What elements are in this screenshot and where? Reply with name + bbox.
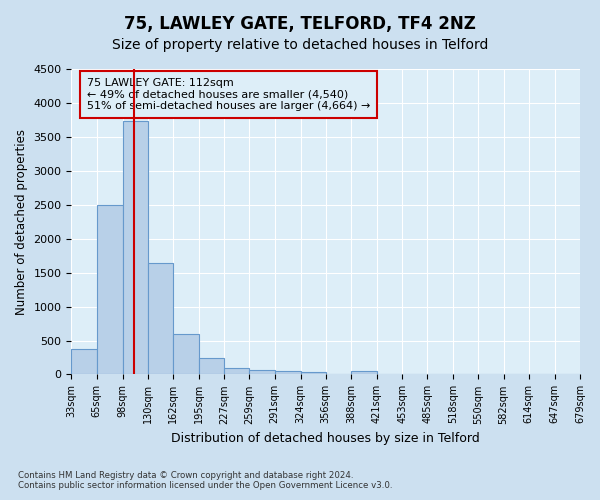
Bar	[250, 370, 275, 374]
Text: 75 LAWLEY GATE: 112sqm
← 49% of detached houses are smaller (4,540)
51% of semi-: 75 LAWLEY GATE: 112sqm ← 49% of detached…	[86, 78, 370, 112]
Bar	[122, 122, 148, 374]
Bar	[351, 371, 377, 374]
Bar	[97, 205, 122, 374]
Bar	[71, 349, 97, 374]
Bar	[199, 358, 224, 374]
Bar	[173, 334, 199, 374]
Bar	[148, 263, 173, 374]
X-axis label: Distribution of detached houses by size in Telford: Distribution of detached houses by size …	[172, 432, 480, 445]
Bar	[224, 368, 250, 374]
Y-axis label: Number of detached properties: Number of detached properties	[15, 128, 28, 314]
Bar	[301, 372, 326, 374]
Text: 75, LAWLEY GATE, TELFORD, TF4 2NZ: 75, LAWLEY GATE, TELFORD, TF4 2NZ	[124, 15, 476, 33]
Text: Size of property relative to detached houses in Telford: Size of property relative to detached ho…	[112, 38, 488, 52]
Bar	[275, 371, 301, 374]
Text: Contains HM Land Registry data © Crown copyright and database right 2024.
Contai: Contains HM Land Registry data © Crown c…	[18, 470, 392, 490]
